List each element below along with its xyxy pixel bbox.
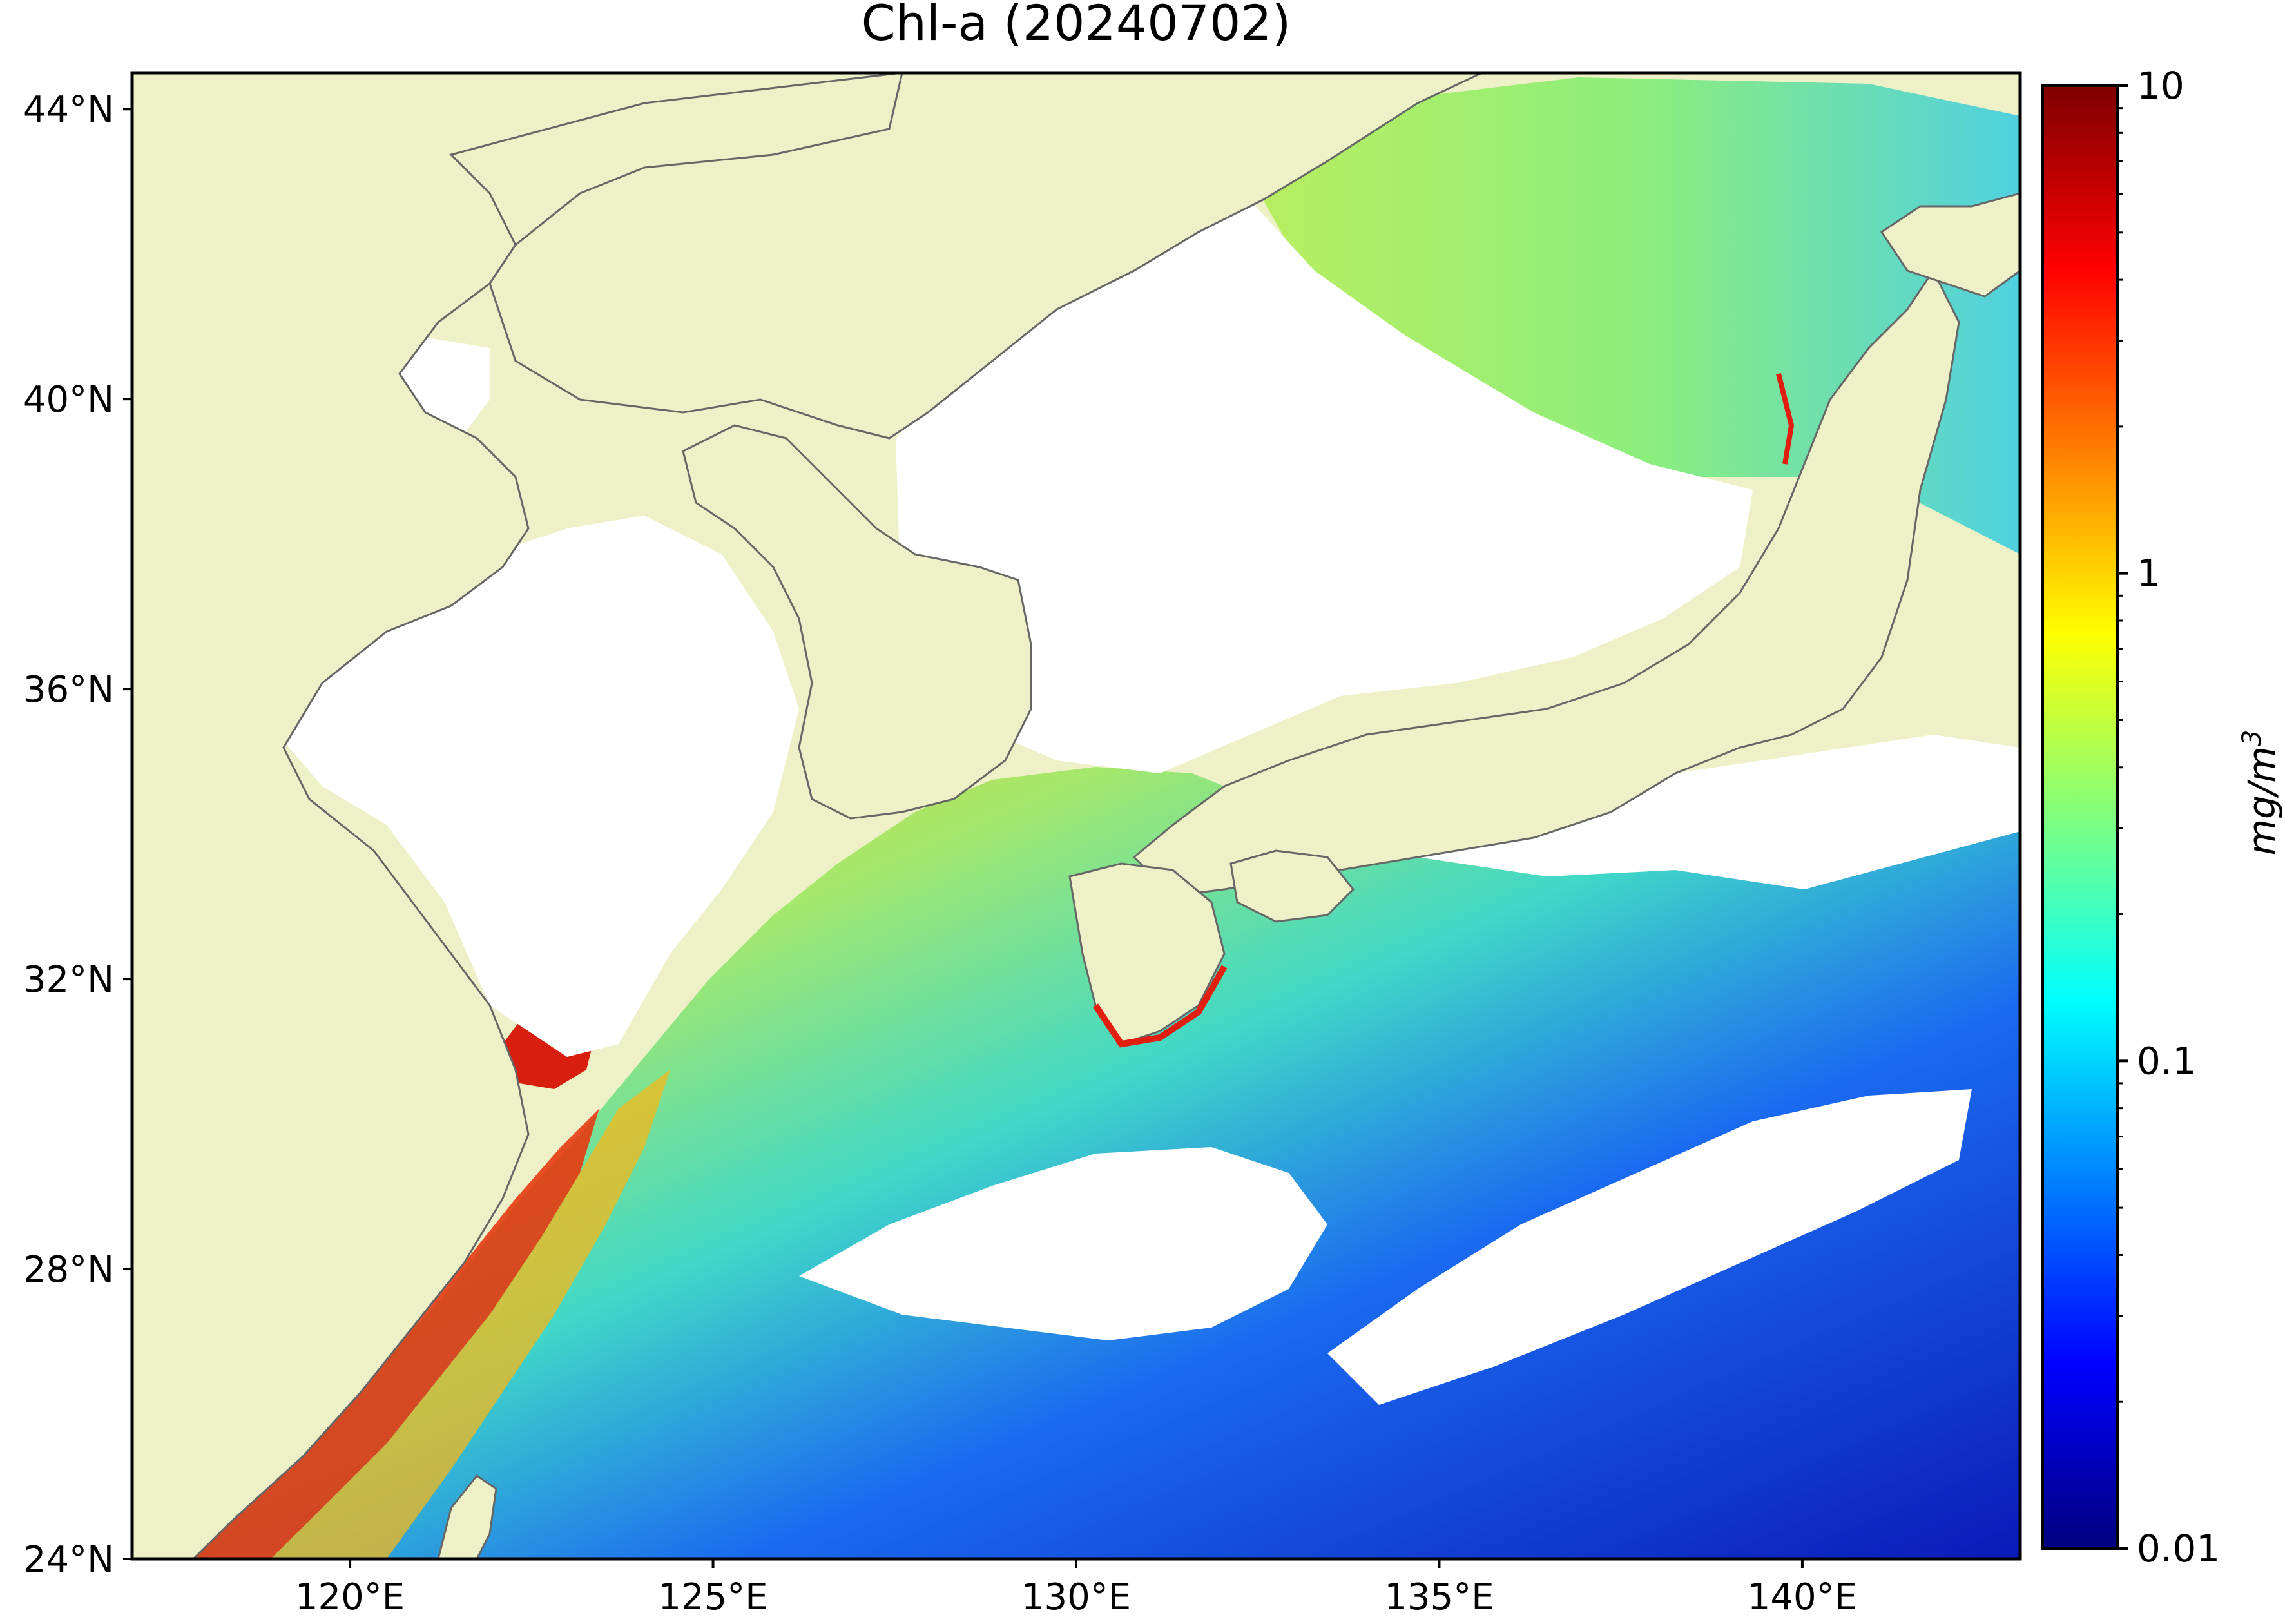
lon-tick-label: 120°E [295,1576,405,1618]
cloud-pacific [1327,1089,1972,1405]
land-japan-honshu [1132,269,1960,897]
kyushu-coastal-bloom [1092,965,1228,1048]
lon-tick-label: 125°E [658,1576,767,1618]
lat-tick-label: 32°N [23,959,114,1001]
longitude-axis: 120°E 125°E 130°E 135°E 140°E [295,1559,1857,1618]
colorbar-label: mg/m3 [2237,730,2284,856]
land-taiwan [437,1474,497,1559]
map-title: Chl-a (20240702) [862,0,1291,52]
colorbar-tick-label: 10 [2137,64,2184,108]
colorbar: 10 1 0.1 0.01 mg/m3 [2041,64,2284,1571]
tohoku-coastal-bloom [1776,373,1795,465]
colorbar-ticks: 10 1 0.1 0.01 [2117,64,2220,1571]
lat-tick-label: 44°N [23,89,114,131]
cloud-yellow-sea [284,516,799,1057]
lat-tick-label: 28°N [23,1249,114,1291]
cloud-east-china-sea [799,1147,1327,1340]
land-shikoku [1229,849,1355,923]
lon-tick-label: 135°E [1384,1576,1494,1618]
lat-tick-label: 40°N [23,379,114,421]
coastal-bloom [193,1108,599,1559]
lon-tick-label: 140°E [1748,1576,1857,1618]
lon-tick-label: 130°E [1021,1576,1131,1618]
land-korea [682,424,1032,820]
lat-tick-label: 36°N [23,669,114,711]
colorbar-tick-label: 0.1 [2137,1039,2196,1083]
cloud-sea-of-japan [896,193,1753,773]
colorbar-tick-label: 1 [2137,552,2161,595]
land-manchuria [488,73,1483,440]
map-area [132,73,2020,1559]
coastal-bloom-outer [271,1070,670,1559]
colorbar-tick-label: 0.01 [2137,1527,2220,1571]
latitude-axis: 44°N 40°N 36°N 32°N 28°N 24°N [23,89,132,1581]
lat-tick-label: 24°N [23,1539,114,1581]
land-hokkaido [1880,192,2020,298]
colorbar-frame [2041,84,2119,1550]
colorbar-gradient [2043,86,2117,1549]
cloud-pacific-north [1289,735,2020,889]
